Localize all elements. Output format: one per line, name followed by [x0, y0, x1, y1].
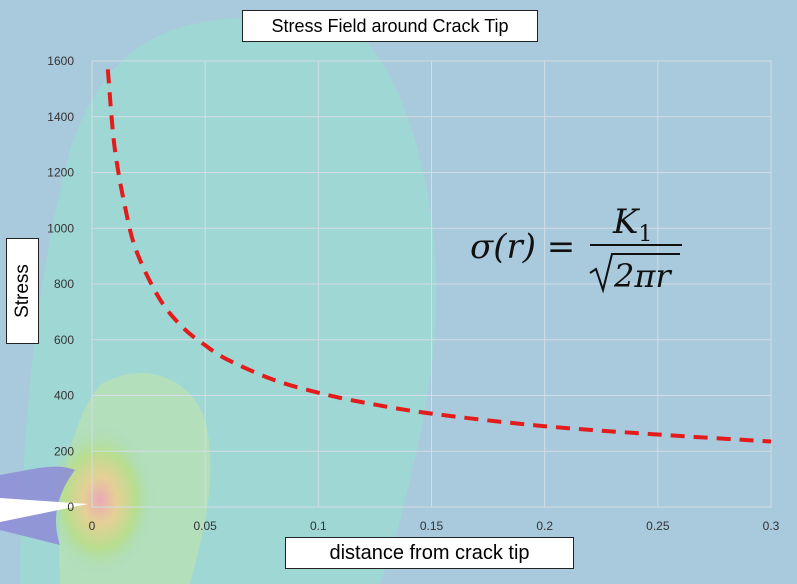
x-tick-label: 0.2	[536, 519, 553, 533]
formula-subscript: 1	[638, 222, 652, 247]
y-tick-label: 400	[54, 389, 74, 403]
formula-lhs: σ(r) =	[470, 227, 575, 267]
formula-denominator: 2πr	[613, 257, 672, 295]
y-tick-label: 1400	[47, 110, 74, 124]
x-axis-label: distance from crack tip	[285, 537, 574, 569]
x-tick-label: 0.1	[310, 519, 327, 533]
chart-title-text: Stress Field around Crack Tip	[271, 15, 509, 36]
y-tick-label: 800	[54, 277, 74, 291]
y-tick-label: 1600	[47, 54, 74, 68]
x-tick-label: 0	[89, 519, 96, 533]
x-tick-label: 0.05	[193, 519, 217, 533]
y-tick-label: 1200	[47, 166, 74, 180]
axis-tick-labels: 0 200 400 600 800 1000 1200 1400 1600 0 0.05 0.1 0.1…	[47, 54, 779, 533]
formula-numerator: K1	[612, 202, 652, 247]
formula-sqrt-sign	[589, 253, 680, 294]
x-tick-label: 0.15	[420, 519, 444, 533]
y-tick-label: 0	[67, 500, 74, 514]
chart-grid	[91, 60, 772, 508]
stress-formula: σ(r) = K1 2πr	[470, 202, 682, 295]
formula-k: K	[612, 202, 641, 242]
y-axis-label-text: Stress	[11, 264, 33, 318]
series-layer	[105, 69, 772, 444]
x-tick-label: 0.25	[646, 519, 670, 533]
y-tick-label: 1000	[47, 221, 74, 235]
stress-curve-line	[105, 69, 772, 444]
y-tick-label: 200	[54, 444, 74, 458]
chart-title: Stress Field around Crack Tip	[242, 10, 538, 42]
y-tick-label: 600	[54, 333, 74, 347]
y-axis-label: Stress	[6, 238, 39, 344]
crack-opening	[0, 498, 88, 522]
crack-tip-hotspot	[45, 425, 155, 575]
stress-field-contours	[0, 18, 437, 584]
x-tick-label: 0.3	[763, 519, 780, 533]
x-axis-label-text: distance from crack tip	[329, 541, 530, 564]
